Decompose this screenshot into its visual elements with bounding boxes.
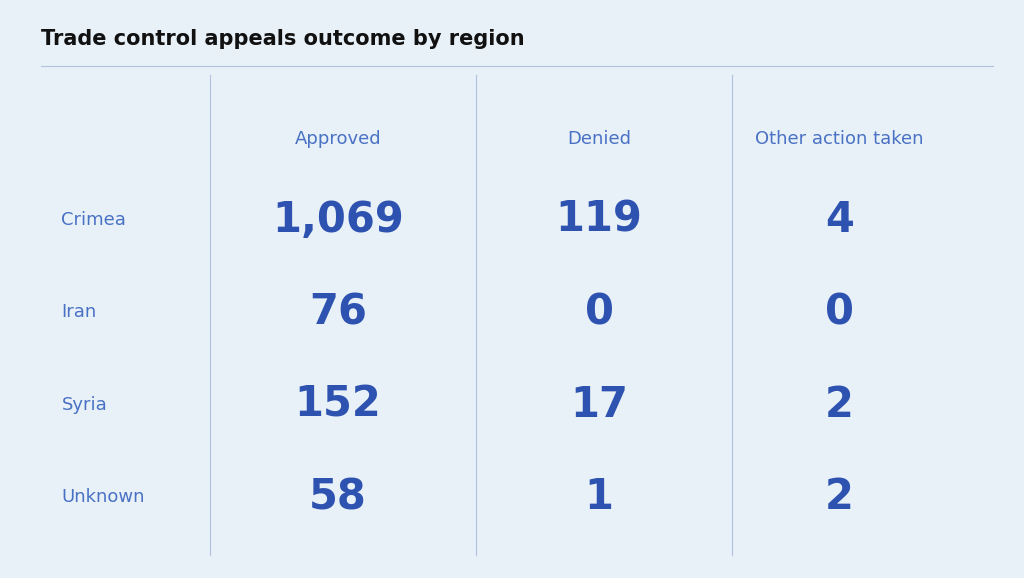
Text: Syria: Syria <box>61 395 108 414</box>
Text: 0: 0 <box>825 291 854 333</box>
Text: Approved: Approved <box>295 129 381 148</box>
Text: 119: 119 <box>556 199 642 240</box>
Text: Iran: Iran <box>61 303 96 321</box>
Text: 2: 2 <box>825 476 854 518</box>
Text: 1,069: 1,069 <box>272 199 403 240</box>
Text: 152: 152 <box>295 384 381 425</box>
Text: Other action taken: Other action taken <box>756 129 924 148</box>
Text: Trade control appeals outcome by region: Trade control appeals outcome by region <box>41 29 524 49</box>
Text: 1: 1 <box>585 476 613 518</box>
Text: 2: 2 <box>825 384 854 425</box>
Text: 17: 17 <box>570 384 628 425</box>
Text: 0: 0 <box>585 291 613 333</box>
Text: 76: 76 <box>309 291 367 333</box>
Text: 58: 58 <box>309 476 367 518</box>
Text: 4: 4 <box>825 199 854 240</box>
Text: Denied: Denied <box>567 129 631 148</box>
Text: Unknown: Unknown <box>61 488 145 506</box>
Text: Crimea: Crimea <box>61 210 126 229</box>
